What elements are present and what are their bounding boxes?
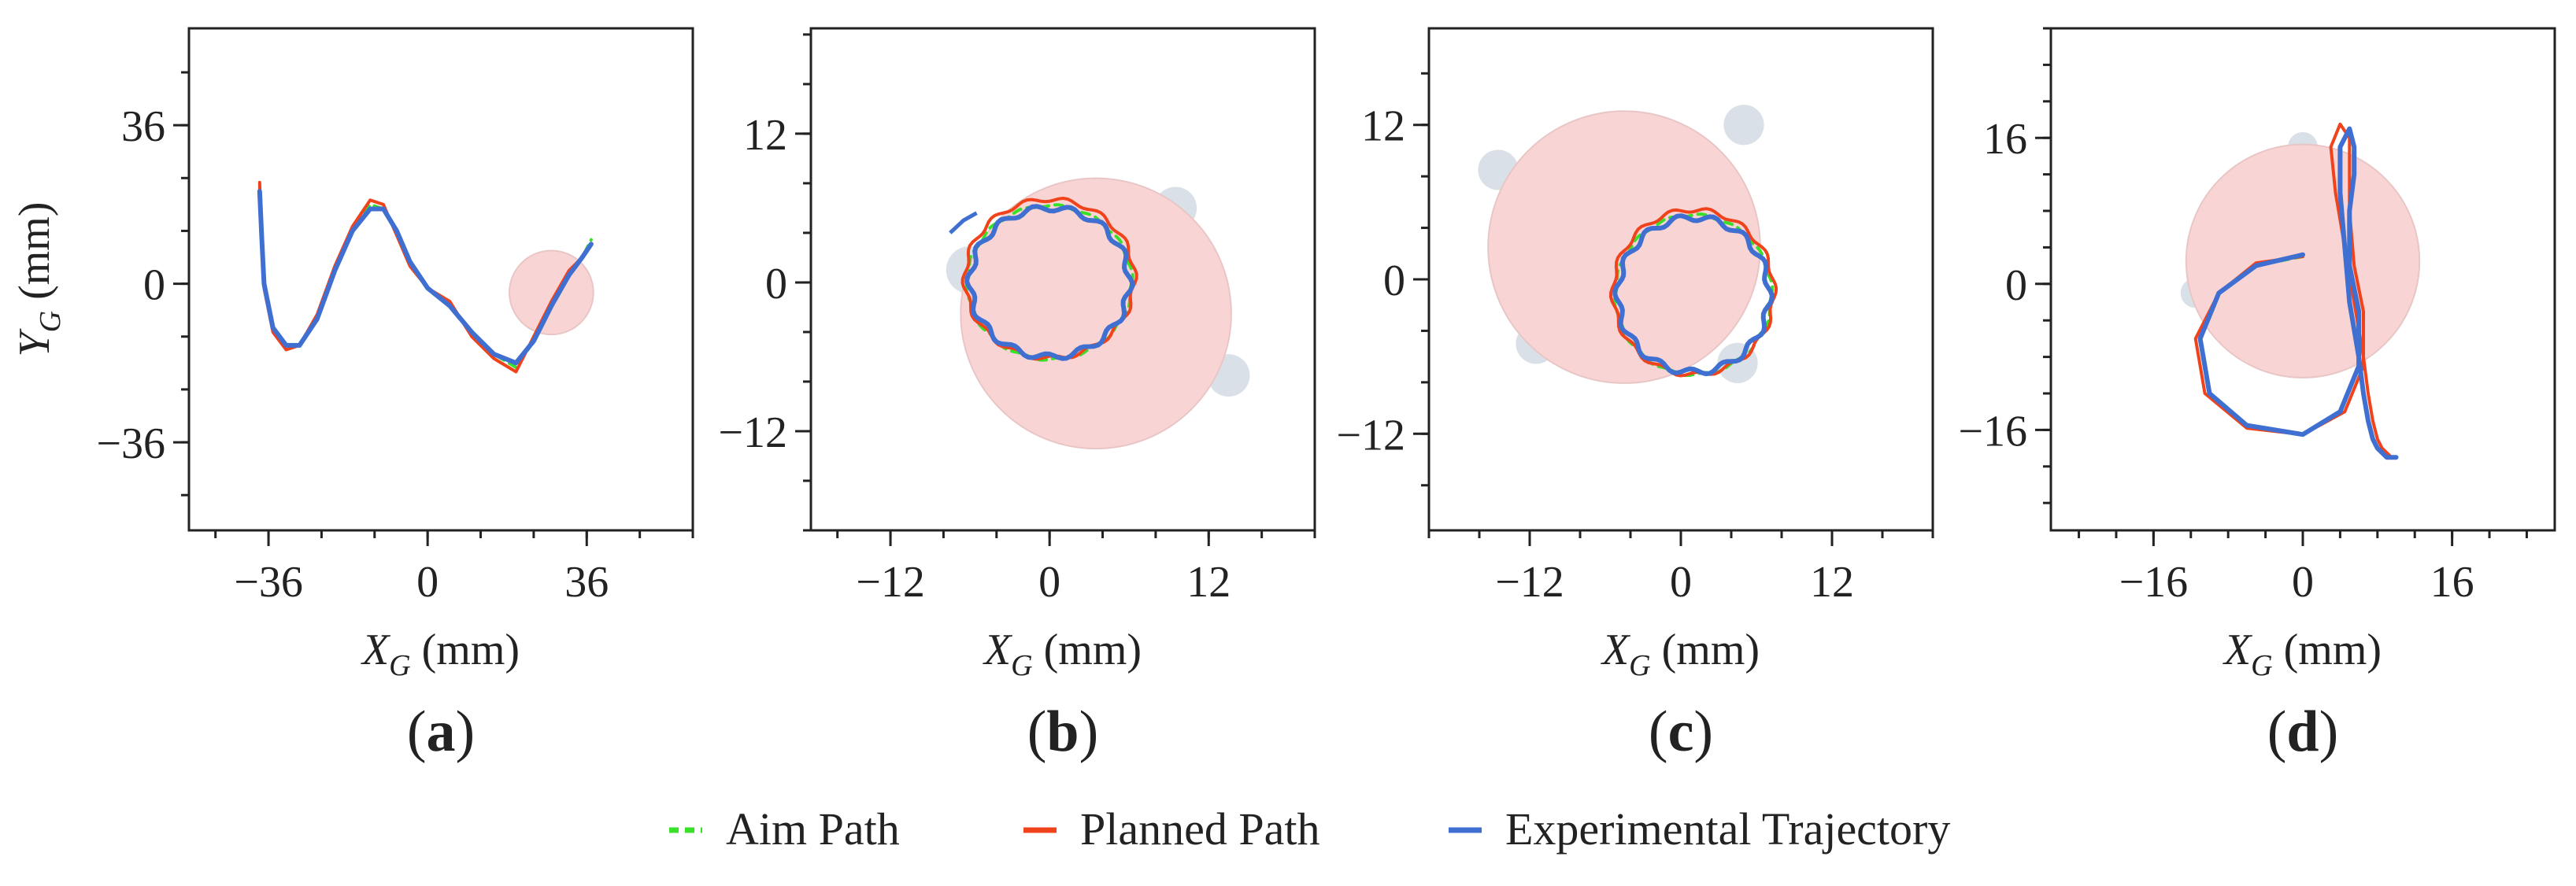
x-tick-label: 12 <box>1810 558 1854 607</box>
series-line-experimental-trajectory <box>964 204 1135 361</box>
y-tick-label: 0 <box>765 260 787 308</box>
y-tick-label: −36 <box>96 419 165 468</box>
y-tick-label: 0 <box>2005 261 2027 310</box>
plot-area <box>257 180 594 374</box>
obstacle-disk <box>1487 110 1761 384</box>
panel-c: −12 0 12 12 0 −12 XG (mm) (c) <box>1336 27 1934 764</box>
plot-frame <box>809 27 1316 532</box>
y-tick-label: −12 <box>718 408 787 457</box>
y-tick-label: 16 <box>1983 115 2027 164</box>
x-tick-label: 16 <box>2430 558 2474 607</box>
x-tick-label: 0 <box>2292 558 2314 607</box>
panel-label: (c) <box>1649 700 1713 764</box>
x-axis-label: XG (mm) <box>983 626 1142 682</box>
x-tick-label: −12 <box>1495 558 1564 607</box>
obstacle-disk <box>960 177 1232 450</box>
plot-frame <box>187 27 694 532</box>
panel-label: (a) <box>407 700 475 764</box>
series-line-experimental-trajectory <box>1612 213 1775 377</box>
panel-b: −12 0 12 12 0 −12 XG (mm) (b) <box>718 27 1316 764</box>
x-tick-label: 0 <box>416 558 439 607</box>
y-axis-label: YG (mm) <box>10 201 67 356</box>
legend-label: Experimental Trajectory <box>1505 803 1950 855</box>
panel-d: −16 0 16 16 0 −16 XG (mm) (d) <box>1958 27 2556 764</box>
x-tick-label: 12 <box>1186 558 1231 607</box>
y-tick-label: −12 <box>1336 411 1405 460</box>
x-tick-label: 36 <box>564 558 609 607</box>
y-tick-label: 36 <box>121 102 165 151</box>
plot-area <box>1478 105 1778 384</box>
shadow-blob <box>1723 105 1764 146</box>
x-tick-label: −12 <box>856 558 925 607</box>
y-tick-label: 0 <box>1383 257 1405 305</box>
y-tick-label: 0 <box>143 261 165 310</box>
y-tick-label: 12 <box>1361 102 1405 151</box>
legend-label: Aim Path <box>726 803 900 855</box>
panel-label: (d) <box>2267 700 2338 764</box>
y-tick-label: −16 <box>1958 407 2027 456</box>
legend-label: Planned Path <box>1080 803 1319 855</box>
y-tick-label: 12 <box>743 111 787 160</box>
legend: Aim Path Planned Path Experimental Traject… <box>669 803 1950 855</box>
x-axis-label: XG (mm) <box>1601 626 1760 682</box>
series-tail <box>949 211 978 234</box>
x-tick-label: 0 <box>1670 558 1692 607</box>
panel-a: −36 0 36 36 0 −36 XG (mm) YG (mm) (a) <box>10 27 694 764</box>
plot-area <box>2180 122 2421 460</box>
plot-area <box>946 177 1250 450</box>
x-axis-label: XG (mm) <box>2223 626 2382 682</box>
panel-label: (b) <box>1027 700 1098 764</box>
series-line-experimental-trajectory <box>257 189 594 366</box>
obstacle-disk <box>2185 143 2421 378</box>
x-tick-label: −36 <box>234 558 303 607</box>
x-tick-label: 0 <box>1038 558 1060 607</box>
x-axis-label: XG (mm) <box>361 626 520 682</box>
series-line-experimental-trajectory <box>2197 126 2399 460</box>
x-tick-label: −16 <box>2119 558 2189 607</box>
